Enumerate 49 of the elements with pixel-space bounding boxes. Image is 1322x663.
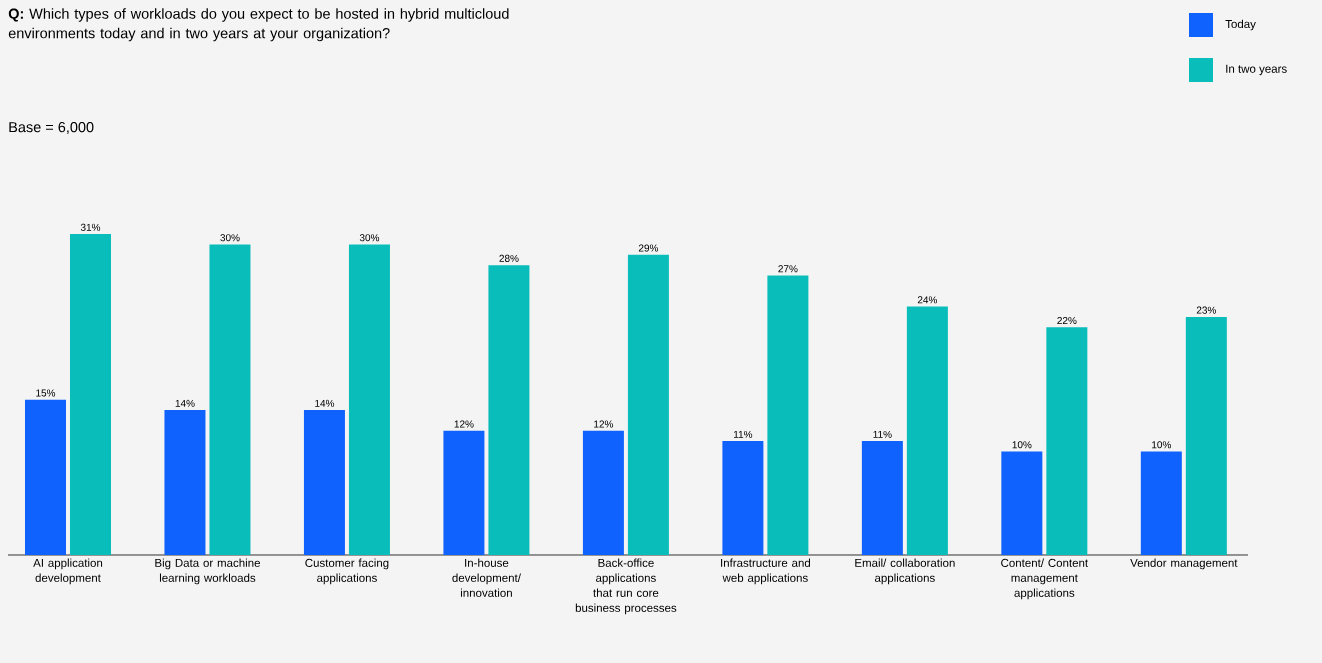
x-tick-label: Customer facing applications <box>305 558 389 585</box>
data-label: 12% <box>454 420 474 428</box>
bar <box>348 244 390 555</box>
bar <box>722 441 764 555</box>
x-tick-label: Infrastructure and web applications <box>721 558 811 585</box>
chart-subtitle: Base = 6,000 <box>9 121 94 134</box>
bar <box>69 234 111 555</box>
bar <box>24 399 66 555</box>
data-label: 31% <box>80 223 101 231</box>
bar <box>627 254 669 555</box>
data-label: 14% <box>175 399 195 407</box>
bar <box>488 265 530 555</box>
x-tick-label: Email/ collaboration applications <box>855 558 955 585</box>
data-label: 11% <box>873 430 892 438</box>
x-tick-label: Big Data or machine learning workloads <box>155 558 260 585</box>
legend-label: In two years <box>1226 64 1287 76</box>
data-label: 10% <box>1152 441 1171 449</box>
bar <box>303 410 345 555</box>
chart-title: Q: Which types of workloads do you expect to be hosted in hybrid multicloud environments today and in two years at your organization? <box>8 8 509 42</box>
data-label: 15% <box>36 389 56 397</box>
bar <box>1185 316 1227 555</box>
data-label: 30% <box>220 234 240 242</box>
bar <box>861 441 903 555</box>
data-label: 14% <box>315 399 335 407</box>
bar <box>1140 451 1182 555</box>
x-tick-label: AI application development <box>33 558 103 585</box>
data-label: 22% <box>1057 317 1077 325</box>
x-tick-label: Content/ Content management applications <box>1001 558 1089 600</box>
data-label: 28% <box>499 254 519 262</box>
bar <box>1046 327 1088 555</box>
bar <box>209 244 251 555</box>
data-label: 10% <box>1012 441 1032 449</box>
x-tick-label: Vendor management <box>1130 558 1238 570</box>
data-label: 29% <box>638 244 659 252</box>
data-label: 23% <box>1196 306 1216 314</box>
data-label: 12% <box>594 420 614 428</box>
legend-label: Today <box>1225 19 1256 31</box>
bar <box>443 430 485 555</box>
data-label: 30% <box>359 234 380 242</box>
data-label: 24% <box>917 296 938 304</box>
bar <box>582 430 624 555</box>
data-label: 27% <box>778 265 798 273</box>
bar <box>906 306 948 555</box>
data-label: 11% <box>734 430 753 438</box>
bar <box>164 410 206 555</box>
bar <box>767 275 809 555</box>
x-tick-label: In-house development/ innovation <box>452 558 521 597</box>
bar <box>1001 451 1043 555</box>
x-tick-label: Back-office applications that run core business processes <box>575 558 677 615</box>
